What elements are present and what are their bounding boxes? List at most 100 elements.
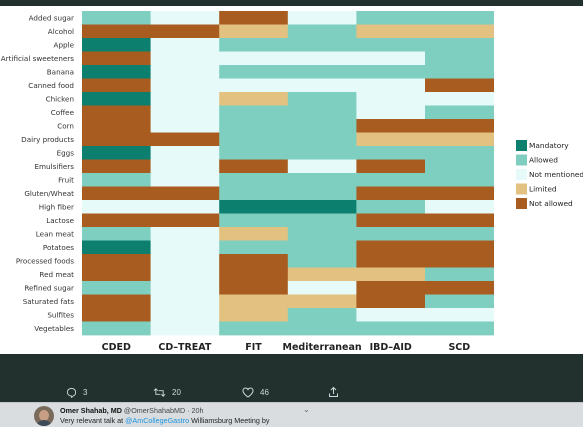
heatmap-cell-eggs-scd (425, 146, 494, 160)
reply-button[interactable]: 3 (66, 385, 87, 399)
heatmap-cell-added-sugar-fit (219, 11, 289, 25)
avatar[interactable] (34, 406, 54, 426)
reply-tweet[interactable]: Omer Shahab, MD @OmerShahabMD · 20h ⌄ Ve… (0, 402, 583, 427)
heatmap-cell-high-fiber-mediterranean (287, 200, 357, 214)
heatmap-cell-canned-food-cded (82, 78, 151, 93)
heatmap-cell-sulfites-fit (219, 308, 289, 322)
heatmap-cell-apple-cd-treat (150, 38, 220, 52)
heatmap-cell-refined-sugar-mediterranean (287, 281, 357, 295)
heatmap-cell-artificial-sweeteners-cded (82, 51, 151, 66)
heatmap-cell-banana-mediterranean (287, 65, 357, 79)
heatmap-cell-vegetables-cd-treat (150, 321, 220, 336)
heatmap-cell-banana-ibd-aid (356, 65, 426, 79)
heatmap-cell-sulfites-ibd-aid (356, 308, 426, 322)
heatmap-cell-lactose-mediterranean (287, 213, 357, 228)
heatmap-cell-alcohol-cd-treat (150, 24, 220, 39)
heatmap-cell-eggs-fit (219, 146, 289, 160)
heatmap-cell-high-fiber-scd (425, 200, 494, 214)
row-label-corn: Corn (57, 121, 74, 130)
heatmap-cell-coffee-mediterranean (287, 105, 357, 120)
heatmap-cell-chicken-scd (425, 92, 494, 106)
heatmap-cell-added-sugar-scd (425, 11, 494, 25)
heatmap-cell-gluten-wheat-ibd-aid (356, 186, 426, 201)
row-label-added-sugar: Added sugar (29, 13, 74, 22)
heatmap-cell-dairy-products-fit (219, 132, 289, 147)
reply-count: 3 (83, 387, 88, 397)
heatmap-cell-saturated-fats-fit (219, 294, 289, 309)
heatmap-cell-gluten-wheat-cded (82, 186, 151, 201)
heatmap-cell-gluten-wheat-cd-treat (150, 186, 220, 201)
reply-author-name[interactable]: Omer Shahab, MD (60, 406, 122, 415)
heatmap-cell-coffee-scd (425, 105, 494, 120)
heatmap-cell-vegetables-mediterranean (287, 321, 357, 336)
heatmap-cell-refined-sugar-cd-treat (150, 281, 220, 295)
heatmap-cell-emulsifiers-scd (425, 159, 494, 174)
heatmap-cell-processed-foods-cd-treat (150, 254, 220, 268)
heatmap-cell-fruit-scd (425, 173, 494, 187)
heatmap-cell-processed-foods-cded (82, 254, 151, 268)
row-label-apple: Apple (54, 40, 75, 49)
row-label-eggs: Eggs (57, 148, 75, 157)
column-label-cded: CDED (102, 342, 131, 353)
reply-header: Omer Shahab, MD @OmerShahabMD · 20h (60, 406, 204, 415)
heatmap-cell-lean-meat-cded (82, 227, 151, 241)
heatmap-cell-lean-meat-cd-treat (150, 227, 220, 241)
heatmap-cell-lean-meat-ibd-aid (356, 227, 426, 241)
heatmap-cell-eggs-ibd-aid (356, 146, 426, 160)
heatmap-cell-chicken-cd-treat (150, 92, 220, 106)
heatmap-cell-saturated-fats-cded (82, 294, 151, 309)
heatmap-cell-eggs-cd-treat (150, 146, 220, 160)
share-icon (329, 386, 338, 397)
heatmap-cell-lactose-cded (82, 213, 151, 228)
share-button[interactable] (328, 385, 339, 399)
heatmap-cell-apple-mediterranean (287, 38, 357, 52)
heatmap-cell-alcohol-fit (219, 24, 289, 39)
row-label-banana: Banana (47, 67, 74, 76)
mention-link[interactable]: @AmCollegeGastro (125, 416, 190, 425)
column-label-scd: SCD (448, 342, 470, 353)
heatmap-cell-sulfites-cded (82, 308, 151, 322)
column-label-ibd-aid: IBD–AID (370, 342, 412, 353)
reply-author-handle[interactable]: @OmerShahabMD (123, 406, 186, 415)
heatmap-cell-chicken-mediterranean (287, 92, 357, 106)
like-button[interactable]: 46 (242, 385, 269, 399)
heatmap-cell-alcohol-ibd-aid (356, 24, 426, 39)
reply-text: Very relevant talk at @AmCollegeGastro W… (60, 416, 269, 425)
legend-swatch-mandatory (516, 140, 527, 151)
heatmap-cell-dairy-products-mediterranean (287, 132, 357, 147)
row-label-potatoes: Potatoes (43, 243, 74, 252)
heatmap-cell-saturated-fats-cd-treat (150, 294, 220, 309)
heatmap-cell-lactose-cd-treat (150, 213, 220, 228)
heart-icon (242, 386, 254, 398)
heatmap-cell-processed-foods-scd (425, 254, 494, 268)
heatmap-cell-canned-food-mediterranean (287, 78, 357, 93)
heatmap-cell-fruit-ibd-aid (356, 173, 426, 187)
row-label-refined-sugar: Refined sugar (24, 283, 74, 292)
heatmap-cell-dairy-products-scd (425, 132, 494, 147)
heatmap-cell-high-fiber-cd-treat (150, 200, 220, 214)
heatmap-cell-refined-sugar-scd (425, 281, 494, 295)
heatmap-cell-canned-food-cd-treat (150, 78, 220, 93)
legend-label-not-allowed: Not allowed (529, 199, 573, 208)
heatmap-cell-sulfites-mediterranean (287, 308, 357, 322)
heatmap-cell-emulsifiers-cded (82, 159, 151, 174)
heatmap-cell-chicken-fit (219, 92, 289, 106)
retweet-icon (153, 387, 166, 397)
heatmap-cell-corn-mediterranean (287, 119, 357, 133)
row-label-lactose: Lactose (46, 216, 74, 225)
heatmap-cell-apple-ibd-aid (356, 38, 426, 52)
heatmap-cell-corn-cd-treat (150, 119, 220, 133)
heatmap-cell-banana-cded (82, 65, 151, 79)
heatmap-cell-potatoes-fit (219, 240, 289, 255)
heatmap-cell-sulfites-cd-treat (150, 308, 220, 322)
heatmap-cell-red-meat-fit (219, 267, 289, 282)
row-label-emulsifiers: Emulsifiers (35, 162, 75, 171)
row-label-artificial-sweeteners: Artificial sweeteners (1, 54, 74, 63)
heatmap-cell-emulsifiers-ibd-aid (356, 159, 426, 174)
heatmap-cell-lactose-scd (425, 213, 494, 228)
legend-swatch-allowed (516, 154, 527, 166)
legend-label-not-mentioned: Not mentioned (529, 170, 583, 179)
retweet-button[interactable]: 20 (153, 385, 181, 399)
chevron-down-icon[interactable]: ⌄ (303, 405, 310, 414)
heatmap-cell-eggs-mediterranean (287, 146, 357, 160)
